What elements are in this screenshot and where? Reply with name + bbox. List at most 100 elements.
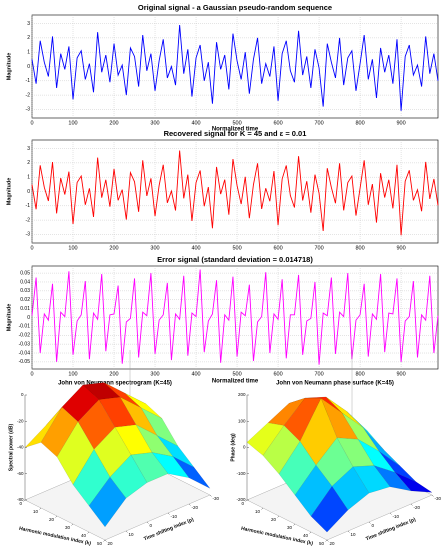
y-tick-label: -0.04 (19, 350, 31, 356)
k-tick (245, 499, 248, 502)
y-tick-label: 0.05 (20, 270, 30, 276)
k-tick (325, 539, 328, 542)
y-tick-label: 0 (27, 189, 30, 195)
k-tick-label: 20 (271, 517, 277, 522)
k-tick-label: 0 (241, 501, 244, 506)
x-tick-label: 100 (68, 120, 77, 126)
signal-line (31, 150, 439, 236)
k-tick-label: 40 (303, 533, 309, 538)
p-tick (389, 512, 392, 515)
p-tick-label: -30 (213, 496, 220, 501)
y-tick-label: 3 (27, 21, 30, 27)
y-tick-label: 2 (27, 160, 30, 166)
y-tick-label: -1 (26, 78, 31, 84)
z-tick-label: -80 (17, 497, 24, 502)
y-tick-label: -2 (26, 217, 31, 223)
y-tick-label: -0.03 (19, 341, 31, 347)
k-tick (261, 507, 264, 510)
x-tick-label: 900 (396, 120, 405, 126)
p-tick (326, 539, 329, 542)
p-tick (347, 530, 350, 533)
z-axis-label: Spectral power (dB) (8, 424, 14, 472)
k-tick (39, 507, 42, 510)
y-tick-label: 3 (27, 146, 30, 152)
k-tick-label: 30 (287, 525, 293, 530)
x-tick-label: 700 (314, 371, 323, 377)
chart-title: John von Neumann phase surface (K=45) (276, 381, 394, 387)
x-tick-label: 500 (232, 371, 241, 377)
p-tick (104, 539, 107, 542)
chart-title: Original signal - a Gaussian pseudo-rand… (138, 3, 332, 12)
y-tick-label: 0.02 (20, 297, 30, 303)
x-tick-label: 600 (273, 245, 282, 251)
x-tick-label: 200 (109, 371, 118, 377)
y-tick-label: 0.01 (20, 306, 30, 312)
z-axis-label: Phase (deg) (230, 433, 236, 462)
k-tick-label: 30 (65, 525, 71, 530)
x-tick-label: 700 (314, 245, 323, 251)
p-tick-label: 10 (129, 532, 135, 537)
y-tick-label: 0.04 (20, 279, 30, 285)
p-tick-label: 0 (372, 523, 375, 528)
x-axis-label: Normalized time (212, 379, 259, 385)
x-tick-label: 300 (150, 245, 159, 251)
k-tick-label: 40 (81, 533, 87, 538)
x-tick-label: 0 (30, 120, 33, 126)
p-tick-label: -10 (171, 514, 178, 519)
y-tick-label: -0.01 (19, 324, 31, 330)
p-tick (431, 494, 434, 497)
k-tick (103, 539, 106, 542)
k-tick (293, 523, 296, 526)
x-tick-label: 100 (68, 371, 77, 377)
x-tick-label: 0 (30, 371, 33, 377)
signal-line (31, 24, 439, 111)
y-tick-label: 0 (27, 64, 30, 70)
k-tick (23, 499, 26, 502)
x-tick-label: 500 (232, 120, 241, 126)
y-tick-label: -2 (26, 92, 31, 98)
p-tick-label: 10 (351, 532, 357, 537)
k-tick-label: 10 (33, 509, 39, 514)
p-tick-label: -10 (393, 514, 400, 519)
k-tick-label: 10 (255, 509, 261, 514)
x-tick-label: 600 (273, 371, 282, 377)
p-tick (125, 530, 128, 533)
chart-title: Recovered signal for K = 45 and ε = 0.01 (164, 129, 307, 138)
x-tick-label: 400 (191, 245, 200, 251)
z-tick-label: 0 (21, 392, 24, 397)
z-tick-label: -40 (17, 445, 24, 450)
x-tick-label: 800 (355, 120, 364, 126)
p-tick-label: 20 (108, 541, 114, 546)
k-tick (277, 515, 280, 518)
surface-patch (88, 476, 127, 528)
p-tick-label: -20 (414, 505, 421, 510)
y-tick-label: 0.03 (20, 288, 30, 294)
x-tick-label: 400 (191, 120, 200, 126)
p-tick-label: -20 (192, 505, 199, 510)
x-tick-label: 100 (68, 245, 77, 251)
x-tick-label: 700 (314, 120, 323, 126)
x-tick-label: 800 (355, 245, 364, 251)
y-tick-label: 0 (27, 315, 30, 321)
x-tick-label: 200 (109, 120, 118, 126)
k-tick (71, 523, 74, 526)
p-tick-label: 20 (330, 541, 336, 546)
z-tick-label: -60 (17, 471, 24, 476)
k-tick (309, 531, 312, 534)
y-axis-label: Magnitude (6, 53, 12, 81)
k-tick-label: 50 (97, 541, 103, 546)
z-tick-label: -100 (236, 471, 246, 476)
surface-patch (310, 486, 349, 533)
y-axis-label: Magnitude (6, 178, 12, 206)
z-tick-label: -200 (236, 497, 246, 502)
y-tick-label: -3 (26, 107, 31, 113)
y-tick-label: 1 (27, 50, 30, 56)
z-tick-label: 100 (238, 418, 246, 423)
x-axis-label: Normalized time (212, 127, 259, 133)
surface-patch (130, 452, 169, 483)
z-tick-label: 200 (238, 392, 246, 397)
y-tick-label: -0.02 (19, 333, 31, 339)
chart-title: Error signal (standard deviation = 0.014… (157, 255, 313, 264)
p-tick-label: 0 (150, 523, 153, 528)
